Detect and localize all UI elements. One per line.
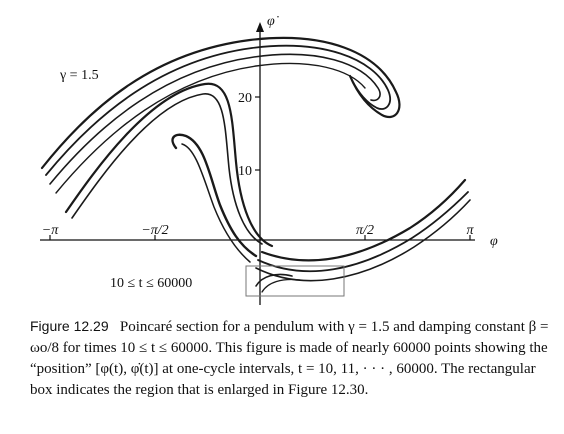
x-tick-label: π/2 [356, 223, 374, 238]
attractor-band [182, 144, 250, 262]
strange-attractor [42, 38, 470, 292]
poincare-figure: −π −π/2 π/2 π 20 10 φ φ̇ γ = 1.5 10 ≤ t … [0, 0, 564, 312]
y-axis-arrow [256, 22, 264, 32]
attractor-band [173, 135, 256, 256]
attractor-band [256, 274, 292, 286]
y-tick-label: 20 [238, 91, 252, 106]
x-axis-label: φ [490, 234, 498, 249]
x-tick-label: −π/2 [141, 223, 168, 238]
attractor-band [262, 280, 300, 293]
attractor-band [262, 180, 465, 260]
x-tick-label: −π [42, 223, 59, 238]
time-range-annotation: 10 ≤ t ≤ 60000 [110, 276, 192, 291]
y-tick-label: 10 [238, 164, 252, 179]
x-tick-label: π [466, 223, 474, 238]
attractor-band [72, 94, 262, 244]
caption-label: Figure 12.29 [30, 318, 109, 334]
gamma-annotation: γ = 1.5 [59, 68, 99, 83]
figure-caption: Figure 12.29 Poincaré section for a pend… [30, 316, 550, 401]
y-axis-label: φ̇ [267, 14, 279, 29]
poincare-plot: −π −π/2 π/2 π 20 10 φ φ̇ γ = 1.5 10 ≤ t … [0, 0, 564, 312]
attractor-band [42, 38, 399, 168]
